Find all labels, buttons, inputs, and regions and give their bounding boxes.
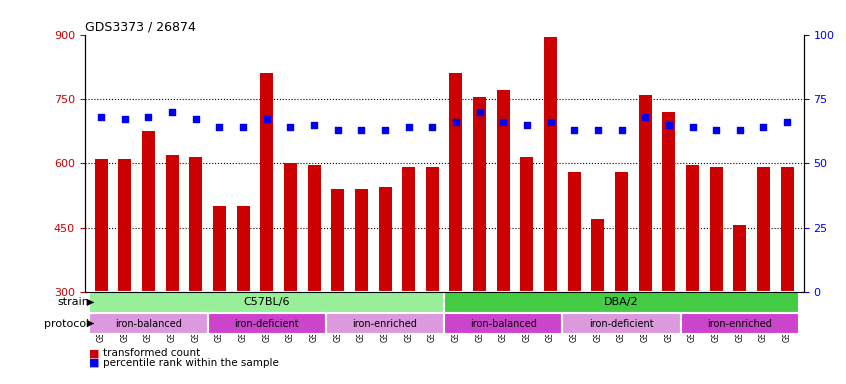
Text: iron-enriched: iron-enriched xyxy=(707,318,772,329)
Point xyxy=(354,127,368,133)
Bar xyxy=(781,167,794,292)
Point xyxy=(189,116,202,122)
Text: iron-deficient: iron-deficient xyxy=(234,318,299,329)
Point xyxy=(307,121,321,127)
Bar xyxy=(90,292,444,313)
Point xyxy=(497,119,510,125)
Point xyxy=(165,109,179,115)
Point xyxy=(615,127,629,133)
Bar xyxy=(733,225,746,292)
Point xyxy=(449,119,463,125)
Point xyxy=(639,114,652,120)
Point xyxy=(568,127,581,133)
Bar xyxy=(237,206,250,292)
Bar xyxy=(213,206,226,292)
Text: ■: ■ xyxy=(89,348,99,358)
Bar xyxy=(95,159,107,292)
Bar xyxy=(591,219,604,292)
Point xyxy=(733,127,747,133)
Bar xyxy=(261,73,273,292)
Text: C57BL/6: C57BL/6 xyxy=(244,297,290,308)
Point xyxy=(95,114,108,120)
Point xyxy=(378,127,392,133)
Point xyxy=(756,124,770,130)
Text: iron-balanced: iron-balanced xyxy=(470,318,536,329)
Text: transformed count: transformed count xyxy=(103,348,201,358)
Text: percentile rank within the sample: percentile rank within the sample xyxy=(103,358,279,368)
Bar xyxy=(473,97,486,292)
Bar xyxy=(497,90,510,292)
Bar xyxy=(563,313,681,334)
Bar xyxy=(331,189,344,292)
Bar xyxy=(426,167,439,292)
Point xyxy=(331,127,344,133)
Text: DBA/2: DBA/2 xyxy=(604,297,639,308)
Bar xyxy=(354,189,368,292)
Bar xyxy=(90,313,207,334)
Bar xyxy=(710,167,722,292)
Text: iron-balanced: iron-balanced xyxy=(115,318,182,329)
Bar xyxy=(308,166,321,292)
Point xyxy=(260,116,273,122)
Point xyxy=(402,124,415,130)
Point xyxy=(141,114,155,120)
Text: ■: ■ xyxy=(89,358,99,368)
Bar xyxy=(757,167,770,292)
Point xyxy=(544,119,558,125)
Text: GDS3373 / 26874: GDS3373 / 26874 xyxy=(85,20,195,33)
Bar xyxy=(190,157,202,292)
Bar xyxy=(444,313,563,334)
Bar xyxy=(544,37,558,292)
Bar xyxy=(444,292,799,313)
Bar xyxy=(662,112,675,292)
Text: iron-deficient: iron-deficient xyxy=(590,318,654,329)
Point xyxy=(662,121,676,127)
Bar xyxy=(520,157,534,292)
Bar xyxy=(615,172,628,292)
Bar xyxy=(402,167,415,292)
Point xyxy=(591,127,605,133)
Point xyxy=(473,109,486,115)
Bar xyxy=(568,172,580,292)
Point xyxy=(710,127,723,133)
Point xyxy=(686,124,700,130)
Text: iron-enriched: iron-enriched xyxy=(353,318,417,329)
Bar xyxy=(449,73,463,292)
Bar xyxy=(166,155,179,292)
Bar xyxy=(681,313,799,334)
Bar xyxy=(686,166,699,292)
Point xyxy=(520,121,534,127)
Point xyxy=(283,124,297,130)
Point xyxy=(426,124,439,130)
Bar xyxy=(118,159,131,292)
Bar xyxy=(639,94,651,292)
Point xyxy=(236,124,250,130)
Bar xyxy=(326,313,444,334)
Point xyxy=(212,124,226,130)
Point xyxy=(118,116,132,122)
Bar xyxy=(378,187,392,292)
Point xyxy=(780,119,794,125)
Text: protocol: protocol xyxy=(44,318,90,329)
Bar xyxy=(284,163,297,292)
Bar xyxy=(142,131,155,292)
Text: strain: strain xyxy=(58,297,90,308)
Bar xyxy=(207,313,326,334)
